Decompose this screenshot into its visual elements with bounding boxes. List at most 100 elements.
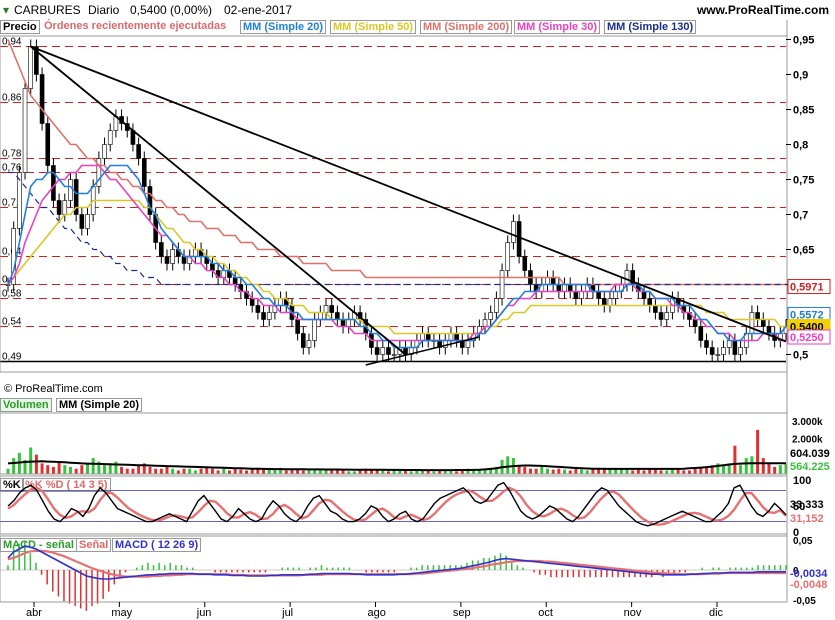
candle-body [323,305,329,313]
candle-body [596,291,601,299]
candle-body [289,305,295,320]
stoch-d-line [7,486,787,526]
volume-bar [727,463,731,474]
candle-body [755,312,760,320]
volume-bar [682,470,686,474]
volume-bar [386,471,390,474]
volume-bar [687,470,691,474]
candle-body [545,277,550,285]
volume-bar [40,463,44,474]
x-tick-label: nov [624,607,642,619]
candle-body [442,340,448,348]
mm50-legend[interactable]: MM (Simple 50) [330,20,417,34]
volume-bar [12,458,16,474]
volume-bar [563,469,567,474]
volume-bar [608,468,612,474]
mm200-legend[interactable]: MM (Simple 200) [420,20,513,34]
value-badge-box [787,319,831,334]
candle-body [11,228,16,285]
candle-body [778,333,783,341]
y-tick-label: 0,5 [793,350,808,362]
candle-body [579,291,584,299]
volume-bar [165,466,169,474]
volume-bar [250,468,254,474]
volume-bar [517,465,521,474]
volume-bar [239,469,243,474]
volume-bar [80,465,84,474]
candle-body [670,298,675,313]
volume-bar [74,468,78,474]
volume-bar [369,470,373,474]
macd-diff-legend[interactable]: MACD - señal [0,538,77,552]
symbol-title[interactable]: CARBURES [14,3,81,17]
stoch-k-legend[interactable]: %K [0,478,24,492]
volume-bar [148,466,152,474]
candle-body [272,305,278,313]
x-tick-label: abr [26,607,42,619]
mm20-legend[interactable]: MM (Simple 20) [240,20,327,34]
volume-bar [597,468,601,474]
period-label[interactable]: Diario [88,3,120,17]
volume-bar [256,467,260,474]
volume-bar [392,470,396,474]
mm20-line [7,164,787,349]
price-legend[interactable]: Precio [0,20,40,34]
candle-body [363,319,369,334]
candle-body [215,270,221,278]
mm30-legend[interactable]: MM (Simple 30) [514,20,601,34]
volume-bar [710,465,714,474]
candle-body [499,270,505,299]
candle-body [153,214,158,243]
mm130-legend[interactable]: MM (Simple 130) [604,20,697,34]
volume-bar [159,468,163,474]
volume-bar [432,471,436,474]
candle-body [170,249,175,264]
candle-body [141,158,147,187]
signal-legend[interactable]: Señal [76,538,112,552]
site-label: www.ProRealTime.com [696,3,829,17]
candle-body [738,347,743,355]
y-tick-label: 0,8 [793,140,808,152]
macd-badge-signal: -0,0048 [790,579,827,591]
candle-body [647,298,653,306]
panel-frame [0,475,788,535]
volume-bar [171,468,175,474]
volume-bar [23,459,27,474]
volume-bar [670,468,674,474]
candle-body [556,284,562,292]
volume-mm-line [7,460,786,472]
volume-bar [557,468,561,474]
candle-body [516,221,522,257]
support-trendline [365,336,480,366]
candle-body [772,333,777,341]
volume-bar [545,468,549,474]
candle-body [312,319,317,341]
orders-legend[interactable]: Órdenes recientemente ejecutadas [44,20,227,32]
volume-legend[interactable]: Volumen [0,398,52,412]
volume-bar [381,470,385,474]
volume-tick-label: 3.000k [792,417,823,428]
volume-bar [17,452,21,474]
stoch-legend[interactable]: %K %D ( 14 3 5) [22,478,111,492]
candle-body [726,340,732,348]
mm30-line [7,164,799,342]
candle-body [550,277,556,285]
candle-body [164,256,170,264]
volume-bar [324,469,328,474]
candle-body [760,319,766,327]
candle-body [266,312,272,320]
volume-bar [500,459,504,474]
candle-body [408,347,414,355]
volume-bar [767,463,771,474]
y-tick-label: 0,95 [793,35,814,47]
candle-body [22,88,28,173]
macd-legend[interactable]: MACD ( 12 26 9) [112,538,202,552]
candle-body [749,312,755,334]
x-tick-label: jul [281,607,293,619]
level-label: 0,58 [2,289,22,300]
volume-mm-legend[interactable]: MM (Simple 20) [56,398,143,412]
volume-bar [290,468,294,474]
candle-body [619,284,624,292]
level-label: 0,49 [2,352,22,363]
volume-bar [636,469,640,474]
